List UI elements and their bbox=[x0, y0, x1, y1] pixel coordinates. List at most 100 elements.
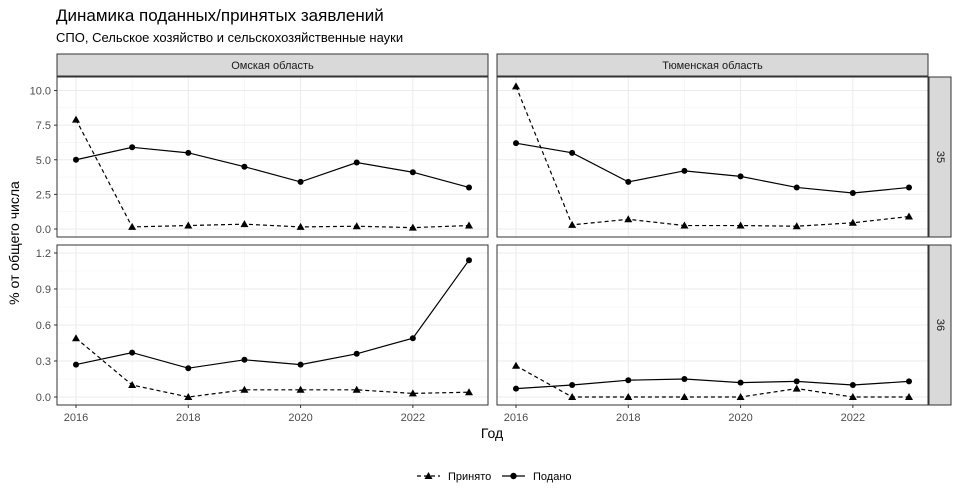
y-tick-label: 5.0 bbox=[36, 155, 51, 167]
strip-row bbox=[928, 244, 952, 406]
data-point-submitted bbox=[129, 144, 136, 151]
series-line-submitted bbox=[75, 259, 470, 369]
data-point-accepted bbox=[624, 393, 633, 400]
series-line-accepted bbox=[515, 365, 909, 398]
y-tick-label: 0.0 bbox=[36, 224, 51, 236]
data-point-submitted bbox=[297, 178, 304, 185]
data-point-accepted bbox=[352, 222, 361, 230]
strip-row-label: 36 bbox=[934, 319, 946, 331]
data-point-accepted bbox=[128, 381, 137, 388]
data-point-accepted bbox=[680, 393, 689, 400]
legend-label-accepted: Принято bbox=[448, 471, 491, 483]
data-point-accepted bbox=[848, 393, 857, 400]
data-point-submitted bbox=[906, 378, 912, 385]
panel-1-0 bbox=[496, 76, 929, 238]
data-point-accepted bbox=[624, 215, 633, 223]
legend-circle-icon bbox=[510, 472, 517, 480]
x-tick-label: 2022 bbox=[401, 412, 425, 424]
data-point-accepted bbox=[792, 384, 801, 392]
data-point-submitted bbox=[466, 184, 472, 191]
strip-row bbox=[928, 76, 952, 238]
data-point-submitted bbox=[849, 190, 856, 196]
data-point-submitted bbox=[409, 169, 416, 176]
data-point-accepted bbox=[72, 115, 80, 123]
data-point-accepted bbox=[408, 223, 417, 231]
panel-1-1: 2016 2018 2020 2022 bbox=[496, 244, 929, 424]
series-line-submitted bbox=[75, 146, 470, 189]
data-point-submitted bbox=[185, 149, 192, 156]
strip-column bbox=[496, 53, 929, 77]
data-point-accepted bbox=[408, 389, 417, 397]
strip-column-label: Тюменская область bbox=[662, 60, 763, 72]
data-point-accepted bbox=[128, 222, 137, 230]
data-point-submitted bbox=[513, 385, 519, 392]
data-point-submitted bbox=[906, 184, 912, 191]
panel-0-0: 0.0 2.5 5.0 7.5 10.0 bbox=[30, 76, 489, 238]
y-tick-label: 2.5 bbox=[36, 189, 51, 201]
data-point-submitted bbox=[129, 349, 136, 356]
data-point-accepted bbox=[512, 82, 520, 90]
data-point-submitted bbox=[185, 365, 192, 372]
series-line-accepted bbox=[75, 337, 470, 398]
x-tick-label: 2022 bbox=[841, 412, 865, 424]
strip-row-label: 35 bbox=[934, 151, 946, 163]
panel-border bbox=[496, 76, 929, 238]
x-axis-title: Год bbox=[481, 425, 503, 441]
legend: Принято Подано bbox=[417, 471, 572, 483]
data-point-submitted bbox=[409, 335, 416, 342]
data-point-submitted bbox=[73, 361, 79, 368]
data-point-accepted bbox=[352, 385, 361, 393]
data-point-accepted bbox=[905, 393, 913, 400]
data-point-accepted bbox=[568, 393, 577, 400]
y-tick-label: 1.2 bbox=[36, 248, 51, 260]
legend-label-submitted: Подано bbox=[533, 471, 572, 483]
series-line-submitted bbox=[515, 142, 910, 194]
data-point-accepted bbox=[465, 388, 473, 396]
legend-item-submitted: Подано bbox=[502, 471, 572, 483]
data-point-submitted bbox=[569, 382, 576, 388]
data-point-accepted bbox=[296, 385, 305, 393]
data-point-submitted bbox=[569, 149, 576, 156]
data-point-accepted bbox=[184, 221, 193, 229]
data-point-submitted bbox=[625, 377, 632, 384]
y-tick-label: 10.0 bbox=[30, 86, 51, 98]
data-point-submitted bbox=[681, 376, 688, 382]
data-point-submitted bbox=[353, 159, 360, 166]
data-point-accepted bbox=[736, 393, 745, 400]
x-tick-label: 2016 bbox=[504, 412, 528, 424]
data-point-accepted bbox=[72, 334, 80, 342]
x-tick-label: 2018 bbox=[616, 412, 640, 424]
data-point-submitted bbox=[241, 163, 248, 170]
y-tick-label: 0.3 bbox=[36, 356, 51, 368]
data-point-accepted bbox=[184, 393, 193, 400]
y-tick-label: 7.5 bbox=[36, 120, 51, 132]
panel-border bbox=[56, 76, 489, 238]
panel-0-1: 0.0 0.3 0.6 0.9 1.2 2016 2018 2020 2022 bbox=[36, 244, 489, 424]
data-point-accepted bbox=[792, 222, 801, 230]
data-point-submitted bbox=[466, 257, 472, 264]
x-tick-label: 2016 bbox=[64, 412, 88, 424]
data-point-accepted bbox=[568, 220, 577, 228]
data-point-submitted bbox=[73, 156, 79, 163]
data-point-submitted bbox=[353, 350, 360, 357]
data-point-submitted bbox=[297, 361, 304, 368]
legend-item-accepted: Принято bbox=[417, 471, 491, 483]
data-point-accepted bbox=[512, 361, 520, 369]
strip-column bbox=[56, 53, 489, 77]
y-tick-label: 0.6 bbox=[36, 320, 51, 332]
chart-title: Динамика поданных/принятых заявлений bbox=[56, 6, 384, 25]
data-point-submitted bbox=[625, 178, 632, 185]
panel-border bbox=[496, 244, 929, 406]
panel-background bbox=[497, 77, 928, 237]
y-tick-label: 0.0 bbox=[36, 392, 51, 404]
data-point-submitted bbox=[241, 356, 248, 363]
data-point-submitted bbox=[793, 378, 800, 385]
data-point-accepted bbox=[465, 221, 473, 229]
legend-triangle-icon bbox=[424, 472, 433, 479]
panel-background bbox=[57, 77, 488, 237]
data-point-submitted bbox=[681, 167, 688, 174]
data-point-submitted bbox=[737, 173, 744, 180]
data-point-accepted bbox=[736, 221, 745, 229]
x-tick-label: 2020 bbox=[728, 412, 752, 424]
